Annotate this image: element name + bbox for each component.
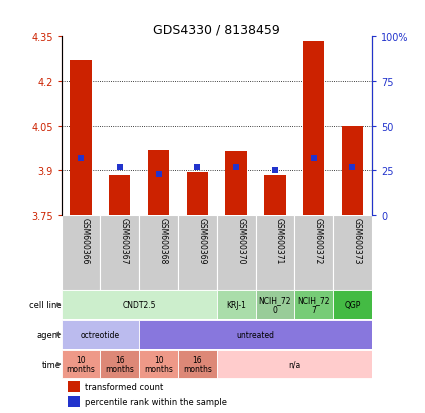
Text: GSM600372: GSM600372 xyxy=(314,218,323,264)
Bar xyxy=(68,396,80,407)
Text: GSM600367: GSM600367 xyxy=(120,218,129,264)
Text: transformed count: transformed count xyxy=(85,382,163,392)
Text: untreated: untreated xyxy=(237,330,275,339)
Text: GSM600368: GSM600368 xyxy=(159,218,167,264)
Text: 10
months: 10 months xyxy=(67,355,96,374)
Bar xyxy=(187,173,208,216)
Bar xyxy=(139,350,178,379)
Bar xyxy=(294,290,333,319)
Text: agent: agent xyxy=(37,330,61,339)
Bar xyxy=(62,320,139,349)
Bar xyxy=(62,216,100,290)
Text: QGP: QGP xyxy=(344,300,361,309)
Bar xyxy=(333,216,372,290)
Text: KRJ-1: KRJ-1 xyxy=(226,300,246,309)
Bar xyxy=(342,126,363,216)
Bar xyxy=(68,381,80,392)
Text: GSM600366: GSM600366 xyxy=(81,218,90,264)
Bar xyxy=(62,290,217,319)
Bar xyxy=(148,150,169,216)
Text: GSM600370: GSM600370 xyxy=(236,218,245,264)
Bar xyxy=(62,350,100,379)
Text: 16
months: 16 months xyxy=(183,355,212,374)
Bar xyxy=(255,290,294,319)
Text: GSM600371: GSM600371 xyxy=(275,218,284,264)
Bar xyxy=(139,216,178,290)
Bar xyxy=(294,216,333,290)
Bar xyxy=(217,290,255,319)
Text: NCIH_72
0: NCIH_72 0 xyxy=(259,295,291,314)
Bar xyxy=(226,152,247,216)
Text: CNDT2.5: CNDT2.5 xyxy=(122,300,156,309)
Bar xyxy=(255,216,294,290)
Bar xyxy=(303,42,324,216)
Text: cell line: cell line xyxy=(28,300,61,309)
Text: GSM600373: GSM600373 xyxy=(352,218,362,264)
Text: octreotide: octreotide xyxy=(81,330,120,339)
Text: n/a: n/a xyxy=(288,360,300,369)
Bar xyxy=(139,320,372,349)
Bar xyxy=(178,350,217,379)
Text: percentile rank within the sample: percentile rank within the sample xyxy=(85,397,227,406)
Text: NCIH_72
7: NCIH_72 7 xyxy=(298,295,330,314)
Text: time: time xyxy=(42,360,61,369)
Bar xyxy=(217,216,255,290)
Bar xyxy=(71,61,92,216)
Title: GDS4330 / 8138459: GDS4330 / 8138459 xyxy=(153,23,280,36)
Bar xyxy=(100,216,139,290)
Bar xyxy=(217,350,372,379)
Bar xyxy=(109,176,130,216)
Text: 10
months: 10 months xyxy=(144,355,173,374)
Bar xyxy=(333,290,372,319)
Bar xyxy=(100,350,139,379)
Text: GSM600369: GSM600369 xyxy=(197,218,207,264)
Bar xyxy=(178,216,217,290)
Text: 16
months: 16 months xyxy=(105,355,134,374)
Bar xyxy=(264,176,286,216)
